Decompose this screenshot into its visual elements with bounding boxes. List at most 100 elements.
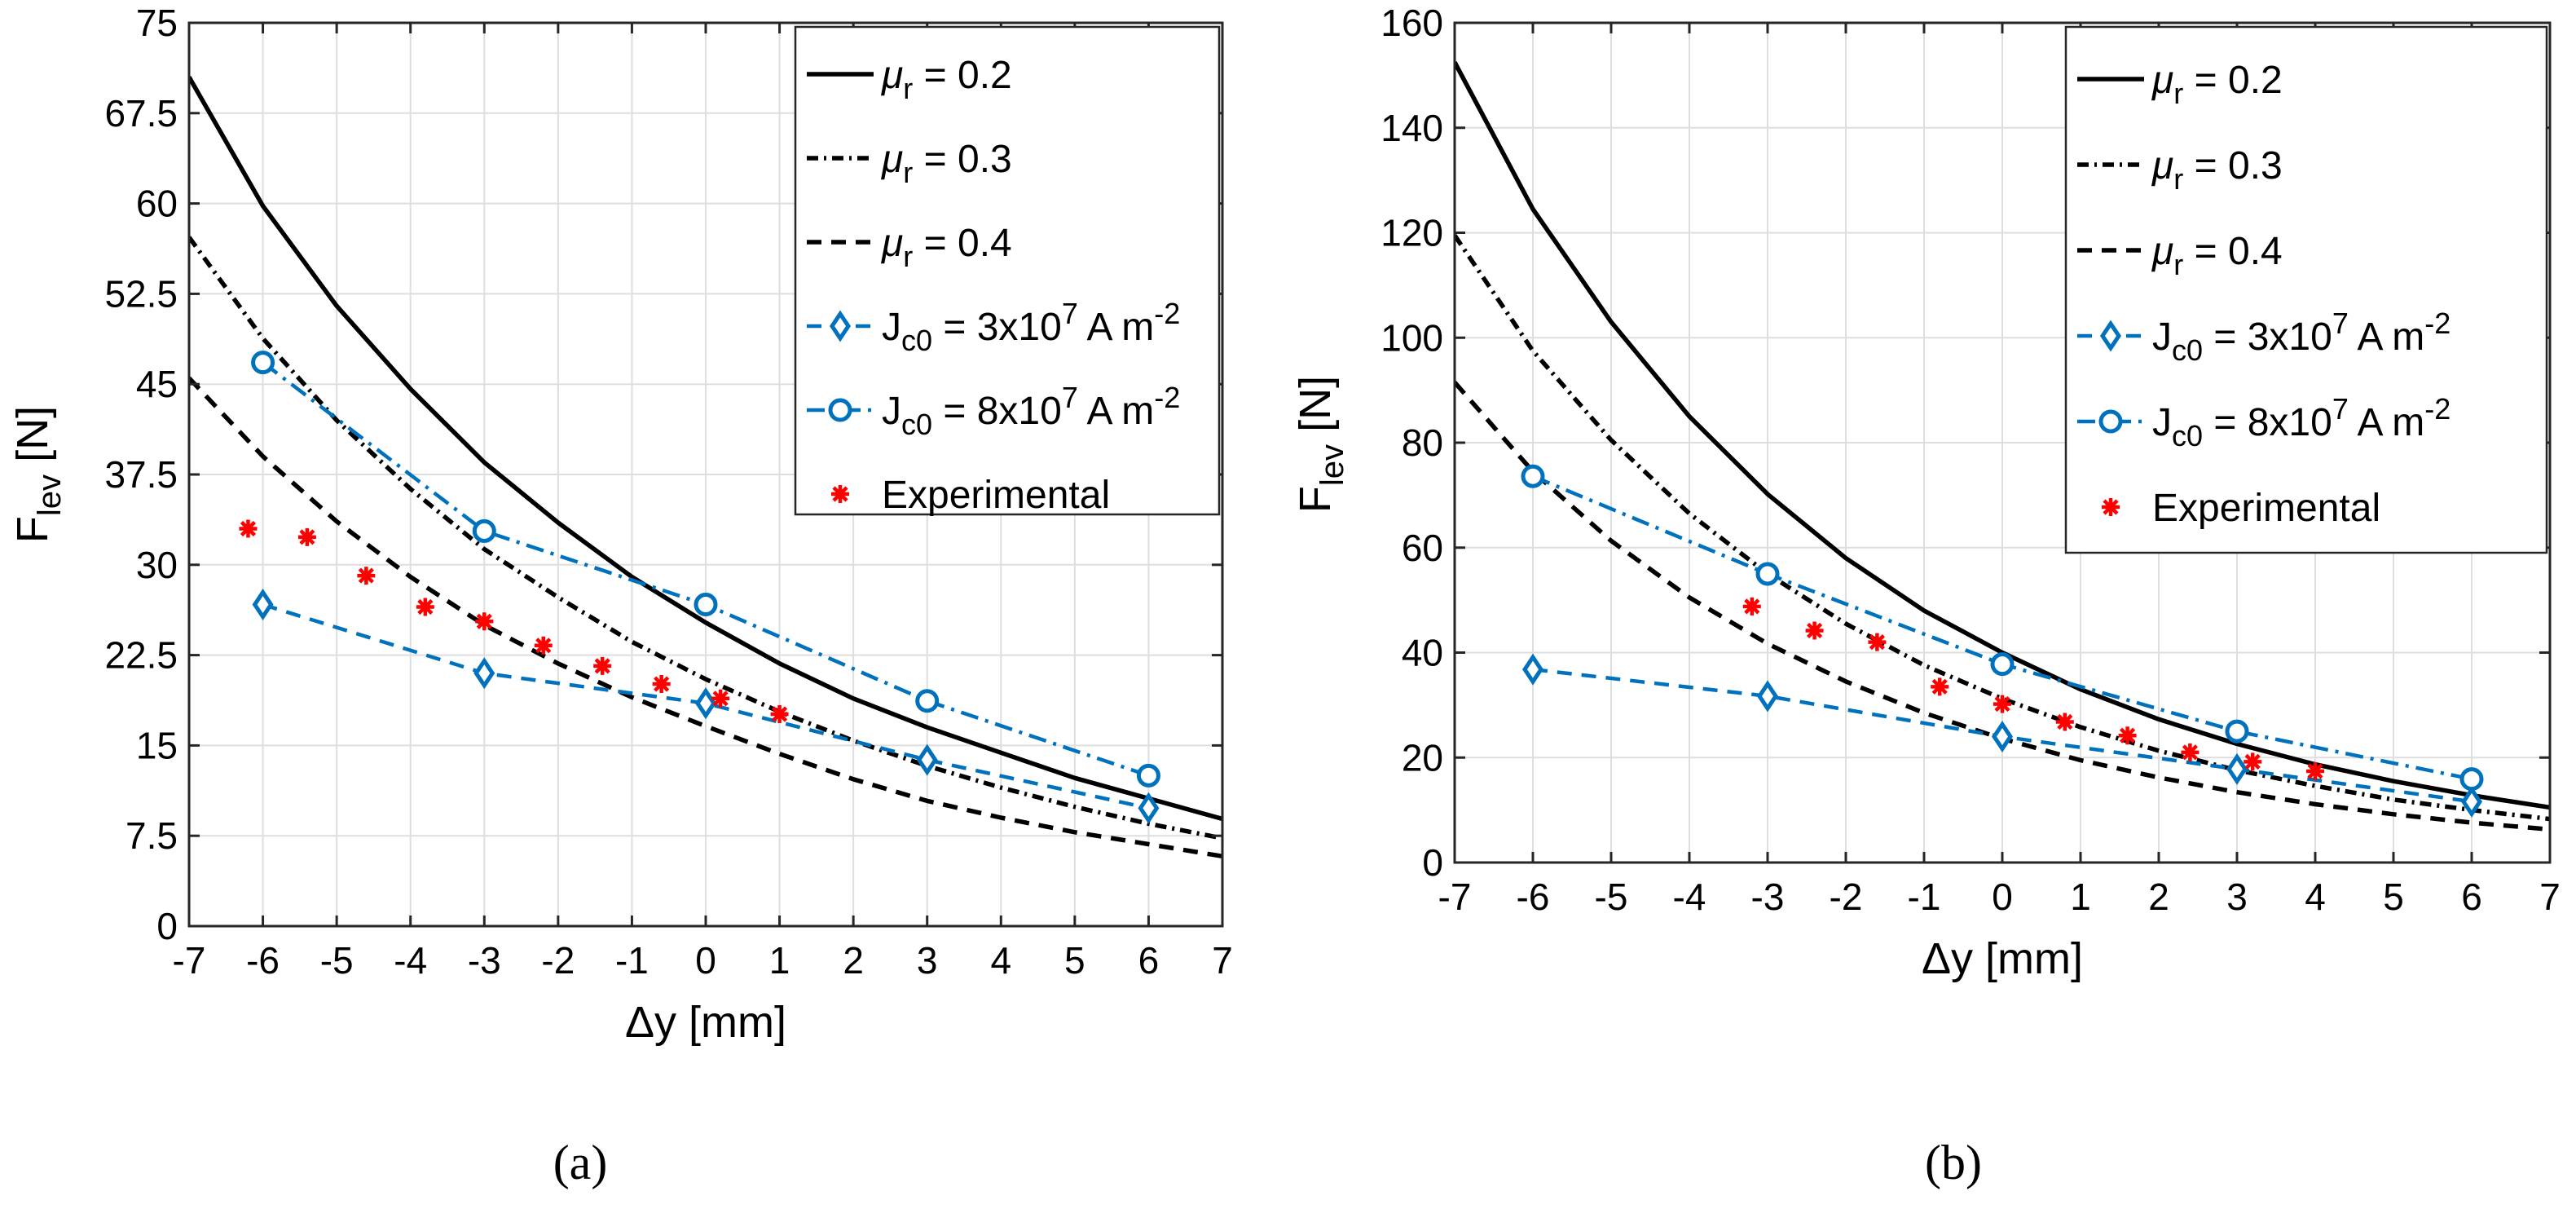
chart-1-y-tick-label: 20 xyxy=(1402,736,1443,779)
chart-0-y-tick-label: 30 xyxy=(136,544,178,586)
chart-0-legend-entry-1-text: = 0.3 xyxy=(913,138,1011,181)
chart-0-y-tick-label: 15 xyxy=(136,724,178,766)
chart-0-x-tick-label: -3 xyxy=(468,939,501,982)
panel-b-caption: (b) xyxy=(1925,1136,1982,1189)
chart-1-series-5-point xyxy=(1931,677,1949,696)
chart-1-legend-entry-2-symbol: μ xyxy=(2151,230,2173,273)
chart-0-series-5-point xyxy=(297,527,316,546)
chart-0-series-3-point xyxy=(916,743,938,776)
chart-1-series-3-point xyxy=(1521,653,1544,686)
chart-0-y-tick-label: 45 xyxy=(136,363,178,405)
chart-0-legend-entry-0-symbol: μ xyxy=(880,54,903,97)
chart-0-legend-entry-0-subscript: r xyxy=(903,72,913,105)
chart-0-legend-entry-2-subscript: r xyxy=(903,240,913,273)
chart-1-x-tick-label: -7 xyxy=(1438,876,1472,918)
chart-0-series-5-point xyxy=(652,675,671,694)
chart-1-y-tick-label: 0 xyxy=(1422,841,1443,884)
chart-0-legend-entry-4-label: Jc0 = 8x107 A m-2 xyxy=(882,381,1180,441)
chart-1-legend-entry-3-symbol: J xyxy=(2152,315,2172,359)
chart-1-series-5-point xyxy=(1993,695,2011,713)
chart-0-x-tick-label: -7 xyxy=(173,939,206,982)
chart-1-legend-entry-4-exponent: 7 xyxy=(2332,392,2349,426)
panel-a-caption: (a) xyxy=(553,1136,608,1189)
chart-1-series-layer xyxy=(1455,61,2550,832)
chart-0-x-tick-label: 0 xyxy=(695,939,716,982)
chart-0-legend-entry-3-marker xyxy=(829,310,852,342)
chart-1-series-4-point xyxy=(2459,767,2484,792)
chart-1-y-tick-label: 140 xyxy=(1380,107,1443,149)
chart-1-series-5-point xyxy=(2055,713,2074,731)
chart-1-legend-entry-1-symbol: μ xyxy=(2151,144,2173,188)
chart-1-x-tick-label: 6 xyxy=(2461,876,2482,918)
chart-1-legend-entry-0-text: = 0.2 xyxy=(2183,59,2282,102)
chart-1-series-5-point xyxy=(1742,597,1761,616)
chart-1-y-tick-label: 60 xyxy=(1402,527,1443,569)
chart-1-x-tick-label: -3 xyxy=(1751,876,1785,918)
chart-1-series-4-point xyxy=(2225,719,2249,743)
chart-1-legend-entry-1-subscript: r xyxy=(2173,162,2183,196)
chart-0-legend-entry-5-text: Experimental xyxy=(882,474,1110,517)
chart-0-legend-entry-4-unit-exponent: -2 xyxy=(1154,381,1180,414)
chart-1-y-axis-label-sub: lev xyxy=(1314,444,1350,486)
chart-1-legend-entry-1-label: μr = 0.3 xyxy=(2151,144,2283,196)
chart-1-legend-entry-3-marker xyxy=(2099,320,2122,352)
chart-1-series-4-point xyxy=(1990,652,2015,677)
chart-1-legend-entry-4-marker xyxy=(2098,409,2123,434)
panel-a: -7 -6 -5 -4 -3 -2 -1 0 1 2 3 4 5 6 707.51522.53037.545… xyxy=(8,2,1233,1047)
chart-0-x-tick-label: 6 xyxy=(1138,939,1160,982)
chart-0-series-5-point xyxy=(593,656,612,675)
chart-0-legend-entry-0-text: = 0.2 xyxy=(913,54,1011,97)
chart-1-y-tick-label: 100 xyxy=(1380,316,1443,359)
chart-1-series-3-point xyxy=(1756,680,1779,713)
chart-1-y-tick-label: 40 xyxy=(1402,632,1443,674)
chart-1-x-tick-label: -4 xyxy=(1673,876,1706,918)
chart-0-legend-entry-1-label: μr = 0.3 xyxy=(880,138,1012,189)
chart-0-legend-entry-3-label: Jc0 = 3x107 A m-2 xyxy=(882,297,1180,357)
chart-0-y-axis-label: Flev [N] xyxy=(8,406,68,543)
chart-0-legend-entry-3-unit: A m xyxy=(1078,306,1154,349)
chart-1-x-tick-label: 4 xyxy=(2305,876,2326,918)
chart-0-series-5-point xyxy=(770,704,789,723)
chart-0-legend-entry-5-marker xyxy=(831,485,849,503)
chart-1-legend-entry-4-text: = 8x10 xyxy=(2203,401,2332,444)
chart-0-x-tick-label: -4 xyxy=(394,939,427,982)
chart-1-legend-entry-3-subscript: c0 xyxy=(2172,333,2203,367)
chart-1-legend-entry-3-exponent: 7 xyxy=(2332,307,2349,340)
chart-1-series-5-point xyxy=(1805,621,1824,640)
chart-1-x-tick-label: -6 xyxy=(1517,876,1550,918)
chart-1-legend-entry-2-text: = 0.4 xyxy=(2183,230,2282,273)
chart-0-x-tick-label: -1 xyxy=(615,939,649,982)
chart-0-series-4-point xyxy=(915,689,940,713)
chart-0-x-tick-label: 7 xyxy=(1212,939,1233,982)
chart-0-legend-entry-4-unit: A m xyxy=(1078,390,1154,433)
chart-0-series-4-point xyxy=(694,593,718,617)
chart-0-legend-entry-3-unit-exponent: -2 xyxy=(1154,297,1180,330)
chart-0-y-tick-label: 37.5 xyxy=(104,453,178,496)
chart-1-legend-box xyxy=(2064,25,2548,554)
chart-0-series-1-line xyxy=(189,236,1222,841)
panel-b: -7 -6 -5 -4 -3 -2 -1 0 1 2 3 4 5 6 7 0 20 40 60 80 100 120 140… xyxy=(1291,2,2561,983)
chart-1-x-tick-label: 5 xyxy=(2383,876,2404,918)
chart-1-series-5-point xyxy=(1868,633,1887,651)
chart-1-x-tick-label: 3 xyxy=(2226,876,2248,918)
chart-0-legend-entry-2-label: μr = 0.4 xyxy=(880,222,1012,273)
chart-0-x-tick-label: 4 xyxy=(990,939,1011,982)
chart-1-series-3-point xyxy=(1991,720,2014,753)
chart-1-x-tick-label: -5 xyxy=(1595,876,1628,918)
chart-0-x-tick-label: -5 xyxy=(320,939,354,982)
chart-0-series-4-point xyxy=(472,518,496,543)
chart-0-series-3-point xyxy=(694,687,717,720)
chart-0-y-axis-label-main: F xyxy=(8,516,57,543)
chart-0-series-5-point xyxy=(475,612,494,631)
chart-1-x-tick-label: 7 xyxy=(2539,876,2561,918)
chart-1-y-tick-label: 80 xyxy=(1402,421,1443,464)
chart-1-series-5-point xyxy=(2244,752,2262,771)
chart-0-series-layer xyxy=(189,76,1222,859)
chart-1-legend-entry-0-subscript: r xyxy=(2173,77,2183,110)
chart-1-legend-entry-4-symbol: J xyxy=(2152,401,2172,444)
chart-1-legend-entry-4-unit: A m xyxy=(2349,401,2424,444)
chart-0-legend-entry-4-text: = 8x10 xyxy=(932,390,1062,433)
chart-1-x-tick-label: 2 xyxy=(2148,876,2169,918)
chart-0-series-4-point xyxy=(1136,763,1160,788)
